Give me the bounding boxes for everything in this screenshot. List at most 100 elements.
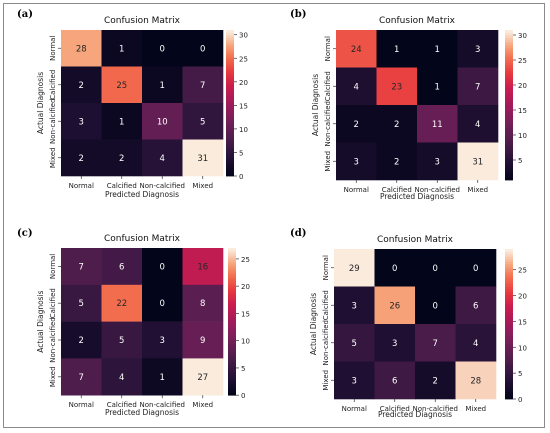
- heatmap-cell: [142, 30, 183, 67]
- colorbar-segment: [505, 291, 513, 295]
- x-tick-label: Mixed: [192, 182, 213, 190]
- heatmap-cell: [182, 139, 224, 177]
- y-tick-label: Calcified: [49, 288, 57, 318]
- colorbar-segment: [226, 30, 234, 33]
- colorbar-segment: [505, 137, 513, 141]
- colorbar-segment: [505, 117, 513, 121]
- y-tick-label: Calcified: [49, 70, 57, 100]
- colorbar-segment: [226, 76, 234, 80]
- colorbar-segment: [228, 250, 236, 254]
- colorbar-segment: [226, 44, 234, 48]
- y-tick-label: Calcified: [324, 71, 332, 101]
- x-tick-label: Calcified: [380, 405, 410, 413]
- chart-title: Confusion Matrix: [104, 234, 181, 244]
- heatmap-cell: [376, 30, 418, 68]
- heatmap-cell: [61, 321, 102, 359]
- colorbar-segment: [228, 358, 236, 362]
- cell-value-label: 5: [352, 339, 357, 349]
- colorbar-segment: [505, 42, 513, 46]
- colorbar-segment: [505, 379, 513, 382]
- colorbar-tick-label: 30: [518, 32, 527, 40]
- cell-value-label: 16: [197, 262, 208, 272]
- colorbar-segment: [505, 82, 513, 86]
- x-tick-label: Normal: [342, 405, 367, 413]
- colorbar-segment: [505, 254, 513, 257]
- heatmap-cell: [142, 248, 183, 286]
- colorbar-segment: [228, 279, 236, 283]
- colorbar-segment: [505, 356, 513, 360]
- heatmap-cell: [334, 361, 375, 400]
- colorbar-tick-label: 25: [518, 267, 527, 275]
- colorbar-segment: [505, 172, 513, 176]
- colorbar-segment: [228, 309, 236, 313]
- heatmap-cell: [455, 249, 497, 287]
- colorbar-segment: [505, 284, 513, 287]
- colorbar-segment: [505, 366, 513, 370]
- colorbar-segment: [228, 338, 236, 342]
- colorbar-segment: [226, 90, 234, 94]
- colorbar-segment: [228, 360, 236, 364]
- colorbar-segment: [228, 363, 236, 367]
- colorbar-segment: [228, 284, 236, 288]
- cell-value-label: 0: [200, 44, 205, 54]
- colorbar-segment: [505, 304, 513, 307]
- colorbar-segment: [226, 34, 234, 38]
- heatmap-cell: [142, 66, 183, 104]
- colorbar-segment: [505, 37, 513, 41]
- colorbar-segment: [226, 68, 234, 72]
- heatmap-panel-d: Confusion Matrix 29 0 0 0 3 26 0 6 5 3 7 4 3 6 2 28 Norma…: [309, 235, 527, 419]
- heatmap-cell: [417, 30, 458, 68]
- colorbar-segment: [505, 261, 513, 265]
- x-axis-label: Predicted Diagnosis: [380, 192, 454, 201]
- colorbar-segment: [226, 156, 234, 160]
- heatmap-cell: [182, 358, 224, 396]
- cell-value-label: 4: [160, 154, 165, 164]
- colorbar-segment: [505, 127, 513, 131]
- colorbar-segment: [505, 364, 513, 367]
- colorbar-segment: [505, 289, 513, 292]
- cell-value-label: 4: [473, 339, 478, 349]
- heatmap-cell: [182, 103, 224, 140]
- heatmap-cell: [336, 30, 377, 68]
- heatmap-cell: [417, 67, 458, 106]
- heatmap-cell: [376, 105, 418, 143]
- colorbar-segment: [226, 154, 234, 157]
- heatmap-cell: [455, 286, 497, 325]
- colorbar-segment: [226, 56, 234, 60]
- y-tick-label: Mixed: [49, 147, 57, 168]
- colorbar-tick-label: 15: [239, 102, 248, 110]
- colorbar-segment: [226, 105, 234, 109]
- x-tick-label: Calcified: [107, 401, 137, 409]
- y-tick-label: Normal: [49, 36, 57, 61]
- cell-value-label: 26: [389, 301, 400, 311]
- colorbar-segment: [505, 45, 513, 48]
- heatmap-cell: [334, 249, 375, 287]
- colorbar-segment: [505, 112, 513, 116]
- colorbar-segment: [505, 346, 513, 350]
- heatmap-cell: [376, 142, 418, 181]
- cell-value-label: 3: [354, 157, 359, 167]
- colorbar-segment: [505, 115, 513, 118]
- colorbar-segment: [505, 336, 513, 340]
- cell-value-label: 28: [470, 376, 481, 386]
- colorbar-segment: [505, 160, 513, 163]
- colorbar-segment: [505, 276, 513, 280]
- colorbar-segment: [228, 336, 236, 340]
- x-tick-label: Mixed: [192, 401, 213, 409]
- colorbar-segment: [228, 380, 236, 384]
- colorbar-segment: [226, 144, 234, 148]
- cell-value-label: 22: [116, 299, 127, 309]
- heatmap-cell: [101, 284, 143, 322]
- y-tick-label: Mixed: [324, 151, 332, 172]
- colorbar-segment: [505, 90, 513, 93]
- colorbar-segment: [228, 346, 236, 349]
- colorbar-segment: [226, 112, 234, 116]
- colorbar-tick-label: 15: [518, 107, 527, 115]
- colorbar-segment: [226, 51, 234, 55]
- colorbar-segment: [226, 163, 234, 167]
- colorbar-segment: [505, 170, 513, 173]
- panel-label-d: (d): [290, 228, 307, 239]
- colorbar-segment: [226, 81, 234, 84]
- colorbar-tick-label: 20: [241, 283, 250, 291]
